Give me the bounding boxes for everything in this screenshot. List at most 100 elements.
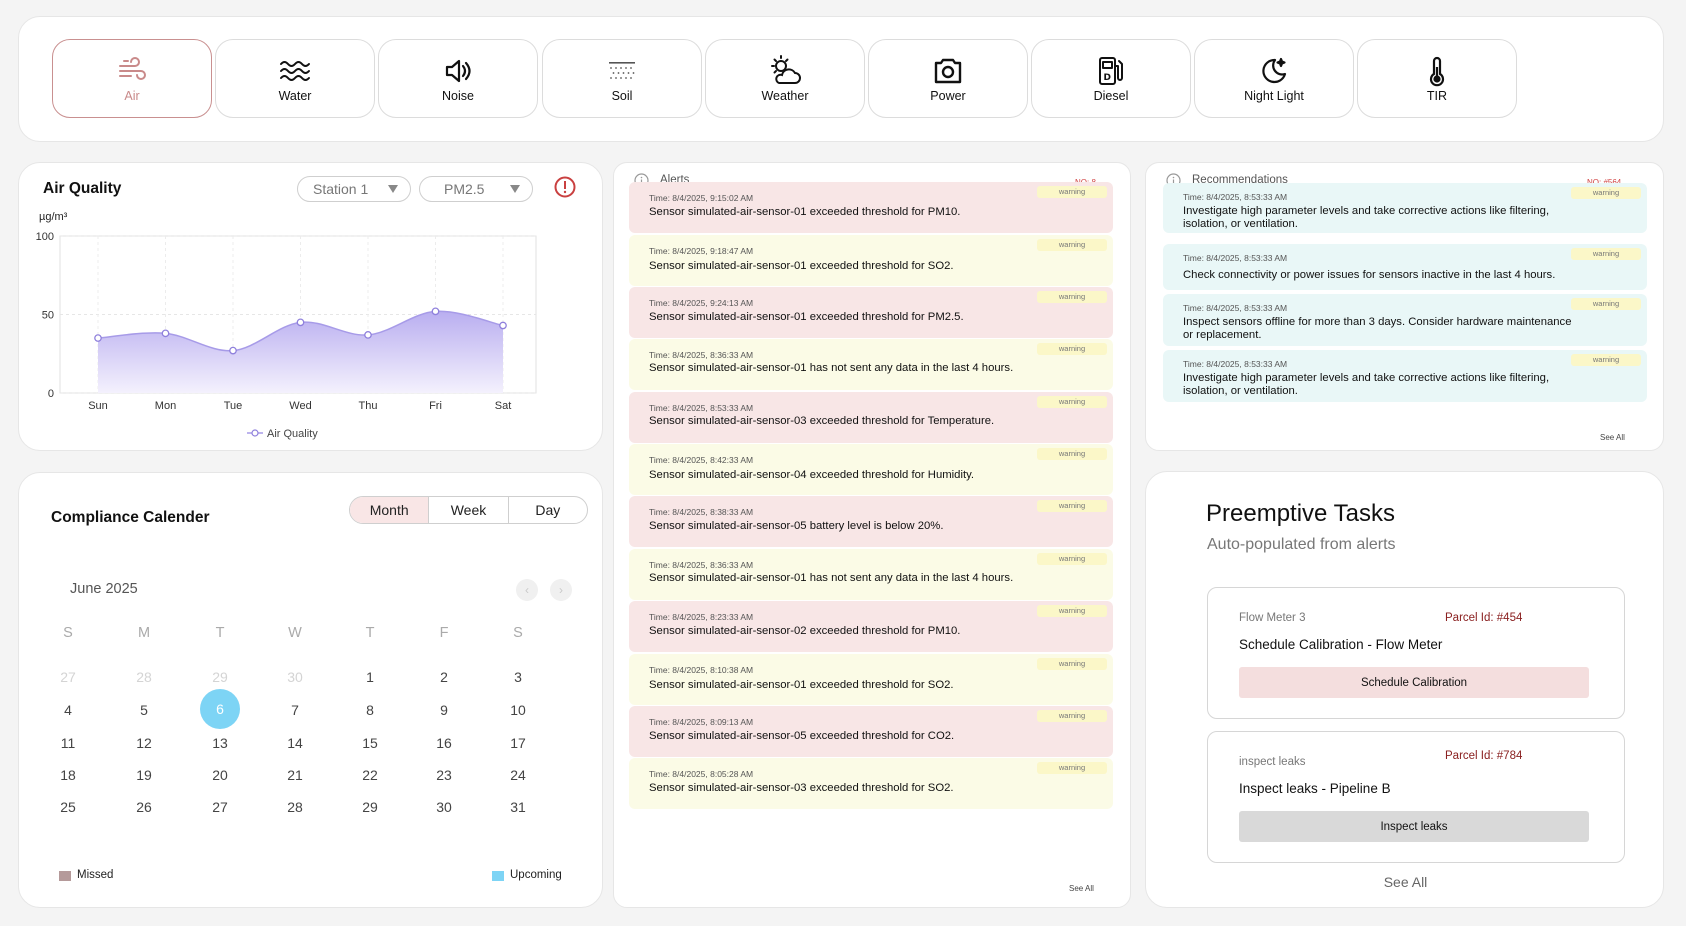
alert-item[interactable]: Time: 8/4/2025, 8:23:33 AM Sensor simulat… [629,601,1113,652]
station-select[interactable]: Station 1 [297,176,411,202]
calendar-day[interactable]: 28 [136,669,152,685]
calendar-day[interactable]: 20 [212,767,228,783]
category-air-button[interactable]: Air [52,39,212,118]
recommendation-item[interactable]: Time: 8/4/2025, 8:53:33 AM Inspect sensor… [1163,294,1647,346]
data-point[interactable] [499,321,507,330]
y-tick-label: 0 [48,388,54,400]
warning-badge: warning [1037,291,1107,303]
calendar-day[interactable]: 22 [362,767,378,783]
data-point[interactable] [364,331,372,339]
alert-icon[interactable] [554,176,576,198]
alert-time: Time: 8/4/2025, 8:23:33 AM [649,612,754,622]
waves-icon [280,61,310,81]
calendar-day[interactable]: 17 [510,735,526,751]
recommendation-time: Time: 8/4/2025, 8:53:33 AM [1183,192,1288,202]
recommendation-item[interactable]: Time: 8/4/2025, 8:53:33 AM Investigate hi… [1163,350,1647,402]
calendar-day[interactable]: 7 [291,702,299,718]
category-power-button[interactable]: Power [868,39,1028,118]
category-soil-button[interactable]: Soil [542,39,702,118]
calendar-day[interactable]: 29 [212,669,228,685]
inspect-leaks-button[interactable]: Inspect leaks [1239,811,1589,842]
calendar-day[interactable]: 27 [212,799,228,815]
preemptive-tasks-card: Preemptive Tasks Auto-populated from ale… [1145,471,1664,908]
weekday-header: S [63,625,73,641]
calendar-day[interactable]: 24 [510,767,526,783]
calendar-day[interactable]: 3 [514,669,522,685]
recommendations-count: NO: #564 [1587,178,1621,187]
data-point[interactable] [94,334,102,342]
alert-item[interactable]: Time: 8/4/2025, 8:05:28 AM Sensor simulat… [629,758,1113,809]
pollutant-select[interactable]: PM2.5 [419,176,533,202]
view-week-button[interactable]: Week [429,497,509,523]
chevron-down-icon [388,185,398,193]
calendar-day[interactable]: 13 [212,735,228,751]
alert-time: Time: 8/4/2025, 8:36:33 AM [649,560,754,570]
alert-item[interactable]: Time: 8/4/2025, 8:38:33 AM Sensor simulat… [629,496,1113,547]
alert-item[interactable]: Time: 8/4/2025, 8:36:33 AM Sensor simulat… [629,549,1113,600]
alert-item[interactable]: Time: 8/4/2025, 9:18:47 AM Sensor simulat… [629,235,1113,286]
calendar-day[interactable]: 19 [136,767,152,783]
warning-badge: warning [1037,762,1107,774]
data-point[interactable] [161,329,170,338]
alert-time: Time: 8/4/2025, 9:18:47 AM [649,246,754,256]
category-night-light-button[interactable]: Night Light [1194,39,1354,118]
x-tick-label: Thu [359,400,378,412]
alert-message: Sensor simulated-air-sensor-05 exceeded … [649,730,955,742]
category-diesel-button[interactable]: D Diesel [1031,39,1191,118]
recommendation-item[interactable]: Time: 8/4/2025, 8:53:33 AM Investigate hi… [1163,183,1647,233]
power-icon [934,58,962,84]
recommendation-message: Investigate high parameter levels and ta… [1183,372,1550,397]
category-weather-button[interactable]: Weather [705,39,865,118]
next-month-button[interactable]: › [550,579,572,601]
calendar-day[interactable]: 11 [60,735,76,751]
calendar-day[interactable]: 27 [60,669,76,685]
recommendation-item[interactable]: Time: 8/4/2025, 8:53:33 AM Check connecti… [1163,244,1647,290]
alert-item[interactable]: Time: 8/4/2025, 8:42:33 AM Sensor simulat… [629,444,1113,495]
tasks-see-all-link[interactable]: See All [1383,874,1428,890]
task-source: Flow Meter 3 [1239,612,1306,624]
calendar-day[interactable]: 4 [64,702,72,718]
alerts-see-all-link[interactable]: See All [1069,884,1094,893]
data-point[interactable] [431,307,440,316]
calendar-day[interactable]: 25 [60,799,76,815]
calendar-day[interactable]: 29 [362,799,378,815]
missed-legend-swatch [59,871,71,881]
calendar-day[interactable]: 5 [140,702,148,718]
calendar-day[interactable]: 10 [510,702,526,718]
alert-item[interactable]: Time: 8/4/2025, 9:15:02 AM Sensor simulat… [629,182,1113,233]
calendar-day[interactable]: 14 [287,735,303,751]
alert-item[interactable]: Time: 8/4/2025, 9:24:13 AM Sensor simulat… [629,287,1113,338]
calendar-day[interactable]: 18 [60,767,76,783]
calendar-day[interactable]: 21 [287,767,303,783]
prev-month-button[interactable]: ‹ [516,579,538,601]
calendar-day[interactable]: 15 [362,735,378,751]
calendar-day[interactable]: 30 [287,669,303,685]
calendar-day[interactable]: 8 [366,702,374,718]
calendar-day[interactable]: 28 [287,799,303,815]
alert-item[interactable]: Time: 8/4/2025, 8:53:33 AM Sensor simulat… [629,392,1113,443]
alert-item[interactable]: Time: 8/4/2025, 8:36:33 AM Sensor simulat… [629,339,1113,390]
calendar-day[interactable]: 26 [136,799,152,815]
recommendations-see-all-link[interactable]: See All [1600,433,1625,442]
warning-badge: warning [1037,186,1107,198]
calendar-day[interactable]: 1 [366,669,374,685]
view-month-button[interactable]: Month [350,497,430,523]
alert-item[interactable]: Time: 8/4/2025, 8:09:13 AM Sensor simulat… [629,706,1113,757]
calendar-day[interactable]: 31 [510,799,526,815]
calendar-day[interactable]: 9 [440,702,448,718]
calendar-day[interactable]: 16 [436,735,452,751]
category-label: Air [124,89,140,103]
calendar-day[interactable]: 30 [436,799,452,815]
alert-item[interactable]: Time: 8/4/2025, 8:10:38 AM Sensor simulat… [629,654,1113,705]
calendar-day[interactable]: 2 [440,669,448,685]
calendar-day-today[interactable]: 6 [200,689,240,729]
calendar-day[interactable]: 23 [436,767,452,783]
view-day-button[interactable]: Day [535,502,561,518]
category-tir-button[interactable]: TIR [1357,39,1517,118]
data-point[interactable] [229,346,237,355]
calendar-day[interactable]: 12 [136,735,152,751]
category-water-button[interactable]: Water [215,39,375,118]
category-noise-button[interactable]: Noise [378,39,538,118]
schedule-calibration-button[interactable]: Schedule Calibration [1239,667,1589,698]
data-point[interactable] [296,318,305,327]
